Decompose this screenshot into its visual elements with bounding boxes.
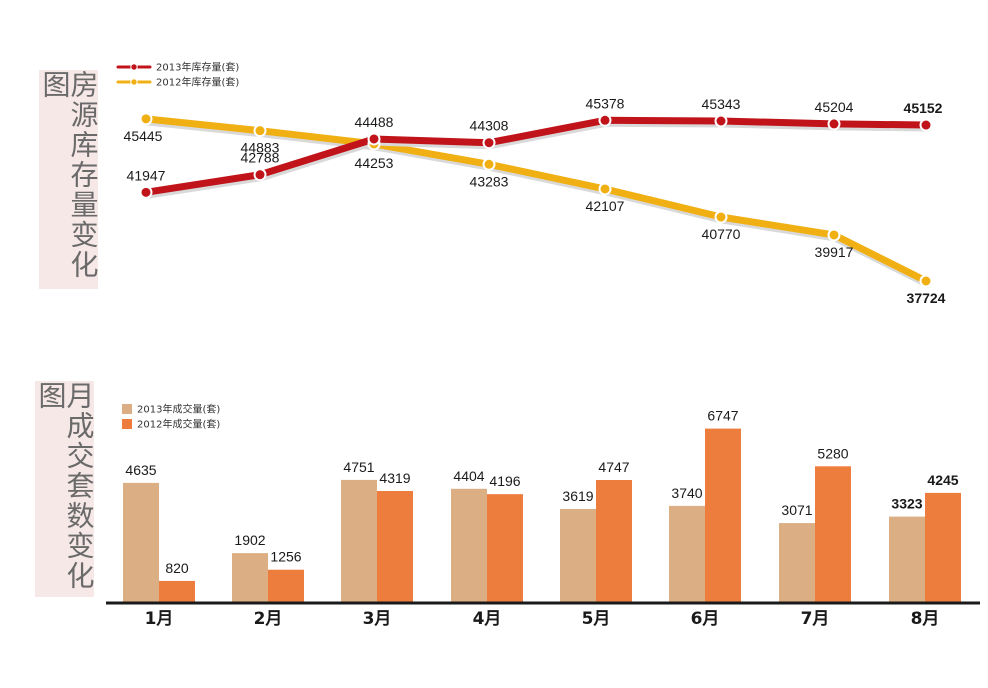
series-2013-point <box>598 113 612 127</box>
bar-2013-data-label: 3619 <box>562 488 593 504</box>
x-tick-label: 3月 <box>363 609 392 629</box>
bar-2012 <box>377 491 413 602</box>
bar-legend-label: 2013年成交量(套) <box>137 403 220 416</box>
bar-2012 <box>815 466 851 602</box>
series-2012-point <box>482 157 496 171</box>
bar-2013-data-label: 1902 <box>234 532 265 548</box>
line-legend-marker <box>130 63 138 71</box>
bar-2013 <box>560 508 596 602</box>
bar-2013-data-label: 4635 <box>125 462 156 478</box>
series-2012-data-label: 44883 <box>241 140 280 156</box>
series-2012-point <box>598 182 612 196</box>
series-2013-data-label: 45152 <box>904 100 943 116</box>
series-2012-data-label: 44253 <box>355 155 394 171</box>
bar-2013 <box>341 479 377 602</box>
bar-2013 <box>123 482 159 602</box>
bar-2012-data-label: 4245 <box>927 472 958 488</box>
series-2013-point <box>919 118 933 132</box>
series-2012-data-label: 42107 <box>586 198 625 214</box>
bar-2012 <box>268 569 304 602</box>
series-2012-data-label: 37724 <box>907 290 946 306</box>
bar-2013 <box>232 553 268 602</box>
bar-2013-data-label: 4404 <box>453 468 484 484</box>
line-chart-title: 房源库存量变化图 <box>38 70 100 280</box>
x-tick-label: 5月 <box>582 609 611 629</box>
line-legend-label: 2012年库存量(套) <box>156 76 239 89</box>
series-2012-data-label: 43283 <box>470 173 509 189</box>
bar-2012 <box>596 480 632 602</box>
bar-2012-data-label: 4319 <box>379 470 410 486</box>
bar-2012-data-label: 6747 <box>707 408 738 424</box>
series-2013-data-label: 45343 <box>702 96 741 112</box>
series-2013-point <box>714 114 728 128</box>
series-2013-point <box>253 168 267 182</box>
series-2012-point <box>714 210 728 224</box>
bar-2013 <box>779 523 815 602</box>
line-legend-marker <box>130 78 138 86</box>
bar-2012-data-label: 5280 <box>817 445 848 461</box>
bar-2013-data-label: 3323 <box>891 496 922 512</box>
series-2012-point <box>919 274 933 288</box>
x-tick-label: 1月 <box>145 609 174 629</box>
x-tick-label: 6月 <box>691 609 720 629</box>
line-legend-label: 2013年库存量(套) <box>156 61 239 74</box>
line-chart-title-panel: 房源库存量变化图 <box>38 70 100 289</box>
bar-legend-swatch <box>122 404 132 414</box>
x-tick-label: 4月 <box>473 609 502 629</box>
bar-2012 <box>159 580 195 602</box>
bar-chart-title: 月成交套数变化图 <box>34 381 96 591</box>
series-2013-data-label: 41947 <box>127 167 166 183</box>
series-2013-data-label: 45378 <box>586 95 625 111</box>
series-2012-data-label: 39917 <box>815 244 854 260</box>
bar-legend-swatch <box>122 419 132 429</box>
bar-2012 <box>925 492 961 602</box>
series-2013-point <box>827 117 841 131</box>
series-2012-point <box>827 228 841 242</box>
series-2012-data-label: 40770 <box>702 226 741 242</box>
series-2012-data-label: 45445 <box>124 128 163 144</box>
bar-2013-data-label: 3071 <box>781 502 812 518</box>
bar-legend-label: 2012年成交量(套) <box>137 418 220 431</box>
series-2013-data-label: 44488 <box>355 114 394 130</box>
bar-2013 <box>451 488 487 602</box>
series-2012-point <box>139 112 153 126</box>
series-2013-data-label: 45204 <box>815 99 854 115</box>
series-2013-point <box>139 185 153 199</box>
bar-2013-data-label: 4751 <box>343 459 374 475</box>
bar-2013-data-label: 3740 <box>671 485 702 501</box>
bar-2013 <box>889 516 925 602</box>
bar-2012-data-label: 4747 <box>598 459 629 475</box>
bar-2012 <box>487 494 523 602</box>
series-2013-data-label: 42788 <box>241 150 280 166</box>
series-2013-point <box>482 136 496 150</box>
x-tick-label: 7月 <box>801 609 830 629</box>
series-2013-line <box>142 116 930 196</box>
bar-chart-title-panel: 月成交套数变化图 <box>34 381 96 597</box>
series-2013-data-label: 44308 <box>470 118 509 134</box>
series-2013-point <box>367 132 381 146</box>
series-2012-line <box>142 115 930 285</box>
bar-2012-data-label: 820 <box>165 560 189 576</box>
bar-2012 <box>705 428 741 602</box>
bar-2013 <box>669 505 705 602</box>
x-tick-label: 2月 <box>254 609 283 629</box>
series-2012-point <box>253 124 267 138</box>
bar-2012-data-label: 4196 <box>489 473 520 489</box>
bar-2012-data-label: 1256 <box>270 549 301 565</box>
x-tick-label: 8月 <box>911 609 940 629</box>
